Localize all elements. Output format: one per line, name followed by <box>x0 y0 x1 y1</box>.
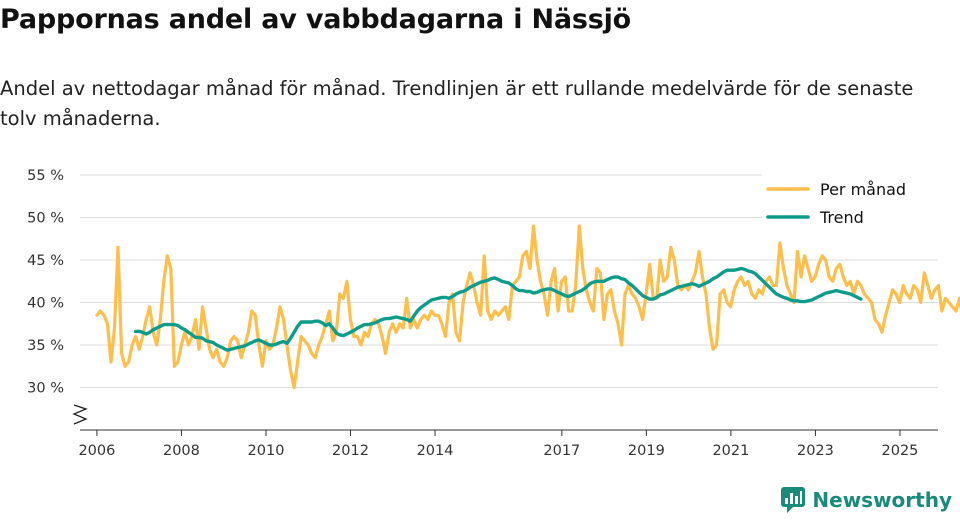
x-tick-label: 2012 <box>332 443 369 459</box>
x-tick-label: 2019 <box>628 443 665 459</box>
newsworthy-logo-icon <box>781 487 806 513</box>
legend-label: Trend <box>819 208 864 227</box>
y-tick-label: 35 % <box>27 338 64 354</box>
y-tick-label: 45 % <box>27 253 64 269</box>
axis-break-icon <box>72 404 88 425</box>
x-tick-label: 2025 <box>882 443 919 459</box>
y-tick-label: 55 % <box>27 168 64 184</box>
chart-title: Pappornas andel av vabbdagarna i Nässjö <box>0 4 632 35</box>
chart-subtitle: Andel av nettodagar månad för månad. Tre… <box>0 77 914 130</box>
x-tick-label: 2021 <box>712 443 749 459</box>
brand-logo: Newsworthy <box>780 486 952 514</box>
y-tick-label: 30 % <box>27 381 64 397</box>
y-tick-label: 50 % <box>27 211 64 227</box>
series-line-per-manad <box>95 224 960 390</box>
legend-box <box>762 172 938 234</box>
x-tick-label: 2023 <box>797 443 834 459</box>
x-tick-label: 2008 <box>163 443 200 459</box>
brand-name: Newsworthy <box>812 488 952 512</box>
x-tick-label: 2014 <box>417 443 454 459</box>
series-line-trend <box>133 266 863 352</box>
x-tick-label: 2010 <box>248 443 285 459</box>
legend-label: Per månad <box>820 180 906 199</box>
x-tick-label: 2017 <box>543 443 580 459</box>
y-tick-label: 40 % <box>27 296 64 312</box>
x-tick-label: 2006 <box>78 443 115 459</box>
